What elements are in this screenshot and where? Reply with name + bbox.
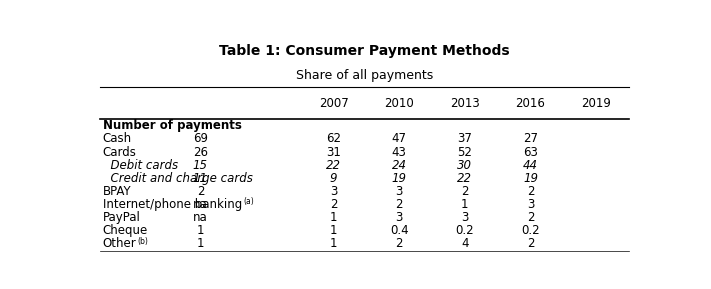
Text: 2: 2	[527, 211, 534, 224]
Text: 2: 2	[197, 185, 204, 198]
Text: 2: 2	[527, 238, 534, 251]
Text: PayPal: PayPal	[102, 211, 140, 224]
Text: 30: 30	[457, 159, 472, 172]
Text: 37: 37	[457, 132, 472, 145]
Text: Debit cards: Debit cards	[102, 159, 178, 172]
Text: 3: 3	[461, 211, 469, 224]
Text: 63: 63	[523, 146, 538, 159]
Text: Cards: Cards	[102, 146, 137, 159]
Text: Other: Other	[102, 238, 137, 251]
Text: 47: 47	[392, 132, 407, 145]
Text: 3: 3	[395, 185, 403, 198]
Text: 52: 52	[457, 146, 472, 159]
Text: 44: 44	[523, 159, 538, 172]
Text: 0.2: 0.2	[456, 224, 474, 237]
Text: 0.4: 0.4	[390, 224, 409, 237]
Text: na: na	[193, 198, 208, 211]
Text: 2007: 2007	[319, 97, 348, 110]
Text: (b): (b)	[137, 237, 149, 246]
Text: 1: 1	[197, 238, 204, 251]
Text: 26: 26	[193, 146, 208, 159]
Text: 2013: 2013	[450, 97, 480, 110]
Text: 2: 2	[395, 238, 403, 251]
Text: 1: 1	[330, 238, 338, 251]
Text: 1: 1	[330, 211, 338, 224]
Text: 19: 19	[523, 172, 538, 185]
Text: 1: 1	[197, 224, 204, 237]
Text: Number of payments: Number of payments	[102, 119, 242, 132]
Text: 43: 43	[392, 146, 407, 159]
Text: 3: 3	[330, 185, 338, 198]
Text: 1: 1	[330, 224, 338, 237]
Text: 11: 11	[193, 172, 208, 185]
Text: 2016: 2016	[515, 97, 545, 110]
Text: 22: 22	[326, 159, 341, 172]
Text: 22: 22	[457, 172, 472, 185]
Text: 1: 1	[461, 198, 469, 211]
Text: 2: 2	[461, 185, 469, 198]
Text: 4: 4	[461, 238, 469, 251]
Text: 2019: 2019	[581, 97, 611, 110]
Text: 19: 19	[392, 172, 407, 185]
Text: BPAY: BPAY	[102, 185, 131, 198]
Text: 9: 9	[330, 172, 338, 185]
Text: Internet/phone banking: Internet/phone banking	[102, 198, 242, 211]
Text: 15: 15	[193, 159, 208, 172]
Text: 24: 24	[392, 159, 407, 172]
Text: 69: 69	[193, 132, 208, 145]
Text: 3: 3	[527, 198, 534, 211]
Text: (a): (a)	[243, 197, 254, 206]
Text: Credit and charge cards: Credit and charge cards	[102, 172, 252, 185]
Text: Table 1: Consumer Payment Methods: Table 1: Consumer Payment Methods	[219, 44, 510, 58]
Text: Cheque: Cheque	[102, 224, 148, 237]
Text: Share of all payments: Share of all payments	[296, 69, 433, 82]
Text: na: na	[193, 211, 208, 224]
Text: 2: 2	[527, 185, 534, 198]
Text: 62: 62	[326, 132, 341, 145]
Text: 3: 3	[395, 211, 403, 224]
Text: 2: 2	[330, 198, 338, 211]
Text: 2: 2	[395, 198, 403, 211]
Text: Cash: Cash	[102, 132, 132, 145]
Text: 31: 31	[326, 146, 341, 159]
Text: 0.2: 0.2	[521, 224, 540, 237]
Text: 27: 27	[523, 132, 538, 145]
Text: 2010: 2010	[385, 97, 415, 110]
